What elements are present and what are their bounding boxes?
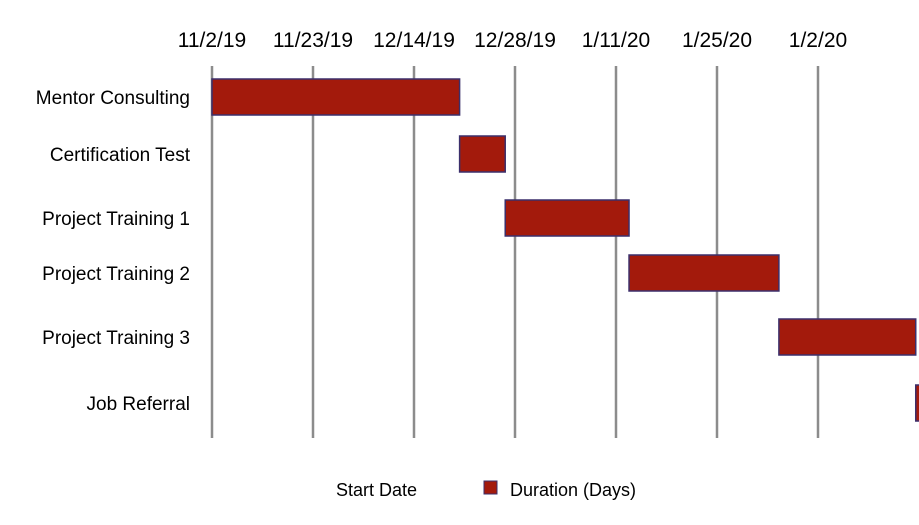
legend: Start Date Duration (Days) — [336, 480, 636, 500]
duration-bar — [504, 199, 630, 237]
legend-label-duration: Duration (Days) — [510, 480, 636, 500]
duration-bar — [914, 384, 919, 422]
gridlines — [210, 66, 820, 438]
task-label: Mentor Consulting — [36, 88, 190, 109]
x-tick-label: 11/2/19 — [178, 29, 247, 52]
x-tick-label: 1/2/20 — [789, 29, 847, 52]
task-label: Certification Test — [50, 145, 191, 166]
duration-bar — [211, 78, 461, 116]
legend-label-start-date: Start Date — [336, 480, 417, 500]
x-tick-label: 1/11/20 — [582, 29, 651, 52]
duration-bar — [628, 254, 780, 292]
x-tick-label: 12/14/19 — [373, 29, 455, 52]
task-label: Project Training 1 — [42, 209, 190, 230]
task-label: Project Training 2 — [42, 264, 190, 285]
task-label: Job Referral — [87, 394, 191, 415]
x-axis-tick-labels: 11/2/19 11/23/19 12/14/19 12/28/19 1/11/20 1/… — [178, 29, 847, 52]
duration-bar — [458, 135, 506, 173]
duration-bar — [778, 318, 917, 356]
x-tick-label: 11/23/19 — [273, 29, 353, 52]
x-tick-label: 12/28/19 — [474, 29, 556, 52]
task-label: Project Training 3 — [42, 328, 190, 349]
duration-bars — [211, 78, 919, 422]
legend-swatch-duration — [483, 480, 498, 495]
x-tick-label: 1/25/20 — [682, 29, 752, 52]
task-labels: Mentor Consulting Certification Test Proje… — [36, 88, 191, 415]
